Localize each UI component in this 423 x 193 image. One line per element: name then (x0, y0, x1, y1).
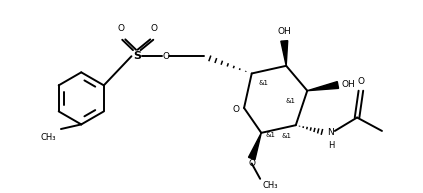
Text: &1: &1 (282, 133, 292, 139)
Text: O: O (357, 77, 364, 86)
Text: O: O (248, 159, 255, 168)
Text: O: O (151, 24, 157, 33)
Text: H: H (328, 141, 334, 150)
Polygon shape (281, 41, 288, 66)
Text: CH₃: CH₃ (41, 133, 56, 142)
Polygon shape (248, 133, 261, 160)
Text: OH: OH (277, 27, 291, 36)
Text: &1: &1 (258, 80, 269, 86)
Text: S: S (133, 51, 141, 61)
Polygon shape (307, 82, 338, 91)
Text: OH: OH (342, 80, 355, 90)
Text: CH₃: CH₃ (262, 181, 277, 190)
Text: &1: &1 (266, 132, 276, 138)
Text: N: N (327, 128, 334, 137)
Text: O: O (118, 24, 125, 33)
Text: O: O (232, 105, 239, 114)
Text: &1: &1 (285, 98, 295, 104)
Text: O: O (162, 52, 169, 61)
